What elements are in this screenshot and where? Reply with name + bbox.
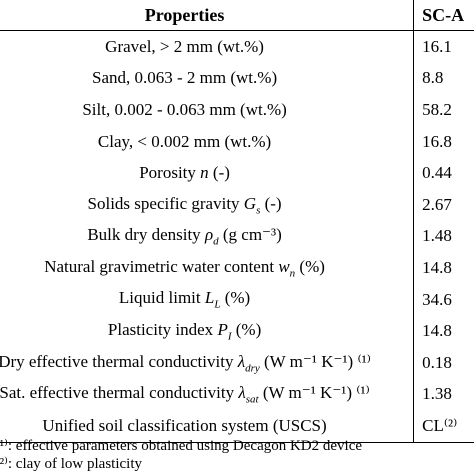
property-symbol-subscript: dry bbox=[245, 361, 260, 374]
table-row: Dry effective thermal conductivity λdry … bbox=[0, 346, 474, 379]
property-symbol: n bbox=[200, 163, 209, 183]
property-symbol-subscript: s bbox=[256, 203, 261, 216]
property-label: Plasticity index bbox=[107, 319, 218, 339]
property-cell: Liquid limit LL (%) bbox=[0, 284, 414, 316]
property-label: Sand, 0.063 - 2 mm (wt.%) bbox=[92, 68, 278, 88]
property-symbol: λ bbox=[237, 351, 246, 371]
property-label: Bulk dry density bbox=[87, 225, 205, 245]
property-symbol-subscript: d bbox=[213, 235, 219, 248]
property-symbol-subscript: n bbox=[289, 267, 296, 280]
property-label: Dry effective thermal conductivity bbox=[0, 351, 238, 371]
footnote-2: ⁽²⁾: clay of low plasticity bbox=[0, 456, 143, 472]
value-cell: 1.38 bbox=[413, 378, 474, 411]
value-cell: 0.44 bbox=[413, 157, 474, 189]
property-symbol-subscript: I bbox=[227, 330, 232, 343]
property-symbol: G bbox=[243, 193, 257, 213]
table-row: Plasticity index PI (%) 14.8 bbox=[0, 315, 474, 347]
property-cell: Silt, 0.002 - 0.063 mm (wt.%) bbox=[0, 94, 414, 126]
property-label: Silt, 0.002 - 0.063 mm (wt.%) bbox=[82, 99, 287, 119]
property-unit: (%) bbox=[295, 256, 325, 276]
footnotes: ⁽¹⁾: effective parameters obtained using… bbox=[0, 437, 362, 473]
value-cell: 16.1 bbox=[413, 30, 474, 63]
property-label: Clay, < 0.002 mm (wt.%) bbox=[97, 131, 272, 151]
property-label: Natural gravimetric water content bbox=[44, 256, 279, 276]
property-unit: (g cm⁻³) bbox=[218, 225, 282, 245]
property-symbol: P bbox=[217, 319, 228, 339]
property-cell: Solids specific gravity Gs (-) bbox=[0, 189, 414, 221]
property-symbol: L bbox=[204, 288, 215, 308]
value-cell: 34.6 bbox=[413, 283, 474, 316]
table-row: Unified soil classification system (USCS… bbox=[0, 410, 474, 443]
table-row: Natural gravimetric water content wn (%)… bbox=[0, 252, 474, 284]
property-label: Solids specific gravity bbox=[87, 193, 244, 213]
table-row: Porosity n (-) 0.44 bbox=[0, 157, 474, 189]
property-label: Liquid limit bbox=[118, 288, 205, 308]
header-properties: Properties bbox=[0, 0, 414, 31]
table-row: Gravel, > 2 mm (wt.%) 16.1 bbox=[0, 30, 474, 63]
property-symbol: ρ bbox=[204, 225, 214, 245]
value-cell: 8.8 bbox=[413, 62, 474, 95]
value-cell: 14.8 bbox=[413, 252, 474, 284]
property-symbol-subscript: L bbox=[214, 298, 221, 311]
table-row: Liquid limit LL (%) 34.6 bbox=[0, 283, 474, 316]
property-label: Sat. effective thermal conductivity bbox=[0, 383, 239, 403]
property-unit: (-) bbox=[260, 193, 282, 213]
table-row: Sand, 0.063 - 2 mm (wt.%) 8.8 bbox=[0, 62, 474, 95]
soil-properties-table: Properties SC-A Gravel, > 2 mm (wt.%) 16.… bbox=[0, 0, 474, 443]
header-sample: SC-A bbox=[413, 0, 474, 31]
property-cell: Clay, < 0.002 mm (wt.%) bbox=[0, 126, 414, 158]
value-cell: 14.8 bbox=[413, 315, 474, 347]
property-unit: (W m⁻¹ K⁻¹) ⁽¹⁾ bbox=[259, 351, 371, 371]
value-cell: 1.48 bbox=[413, 220, 474, 253]
property-cell: Sand, 0.063 - 2 mm (wt.%) bbox=[0, 63, 414, 95]
value-cell: 58.2 bbox=[413, 94, 474, 126]
value-cell: 0.18 bbox=[413, 346, 474, 379]
property-cell: Sat. effective thermal conductivity λsat… bbox=[0, 379, 414, 411]
property-label: Unified soil classification system (USCS… bbox=[42, 415, 327, 435]
table-header-row: Properties SC-A bbox=[0, 0, 474, 31]
property-cell: Plasticity index PI (%) bbox=[0, 315, 414, 347]
property-cell: Natural gravimetric water content wn (%) bbox=[0, 252, 414, 284]
property-symbol: λ bbox=[238, 383, 246, 403]
property-unit: (-) bbox=[208, 163, 230, 183]
property-label: Gravel, > 2 mm (wt.%) bbox=[105, 36, 264, 56]
property-cell: Unified soil classification system (USCS… bbox=[0, 410, 414, 443]
value-cell: CL⁽²⁾ bbox=[413, 410, 474, 443]
table-row: Silt, 0.002 - 0.063 mm (wt.%) 58.2 bbox=[0, 94, 474, 126]
property-cell: Gravel, > 2 mm (wt.%) bbox=[0, 31, 414, 63]
table-row: Bulk dry density ρd (g cm⁻³) 1.48 bbox=[0, 220, 474, 253]
footnote-1: ⁽¹⁾: effective parameters obtained using… bbox=[0, 438, 363, 454]
property-cell: Dry effective thermal conductivity λdry … bbox=[0, 347, 414, 379]
property-cell: Porosity n (-) bbox=[0, 157, 414, 189]
property-cell: Bulk dry density ρd (g cm⁻³) bbox=[0, 221, 414, 253]
property-symbol-subscript: sat bbox=[245, 393, 259, 406]
property-unit: (W m⁻¹ K⁻¹) ⁽¹⁾ bbox=[258, 383, 370, 403]
value-cell: 2.67 bbox=[413, 188, 474, 221]
table-row: Clay, < 0.002 mm (wt.%) 16.8 bbox=[0, 125, 474, 158]
value-cell: 16.8 bbox=[413, 125, 474, 158]
property-symbol: w bbox=[278, 256, 290, 276]
property-label: Porosity bbox=[139, 163, 201, 183]
table-row: Solids specific gravity Gs (-) 2.67 bbox=[0, 188, 474, 221]
property-unit: (%) bbox=[231, 319, 262, 339]
table-row: Sat. effective thermal conductivity λsat… bbox=[0, 378, 474, 411]
property-unit: (%) bbox=[220, 288, 251, 308]
